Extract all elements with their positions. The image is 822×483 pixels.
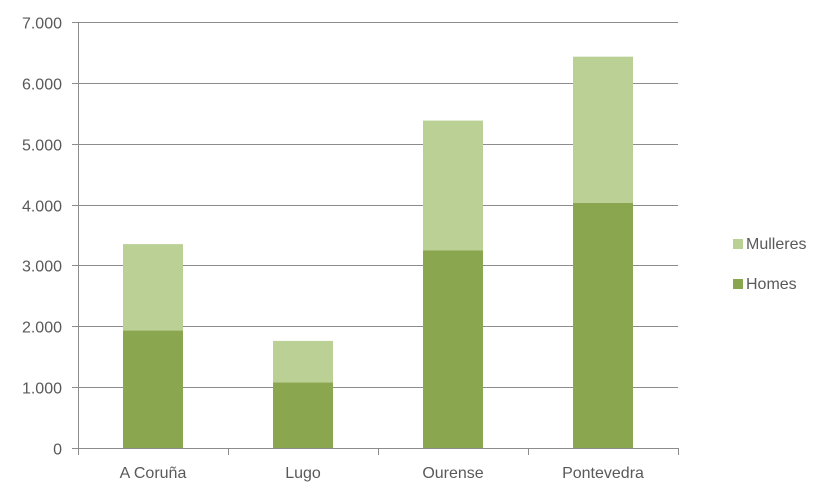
y-tick-label: 3.000 bbox=[22, 259, 62, 276]
legend-label-mulleres: Mulleres bbox=[746, 236, 806, 253]
y-tick-label: 1.000 bbox=[22, 381, 62, 398]
y-tick-label: 4.000 bbox=[22, 199, 62, 216]
bar-homes-4 bbox=[573, 202, 633, 448]
bars bbox=[123, 56, 633, 448]
x-tick-label: A Coruña bbox=[120, 465, 187, 482]
x-tick-label: Ourense bbox=[422, 465, 483, 482]
axes: 0 1.000 2.000 3.000 4.000 5.000 6.000 7.000 A Co… bbox=[22, 16, 679, 482]
legend-swatch-mulleres bbox=[733, 239, 743, 249]
x-tick-label: Pontevedra bbox=[562, 465, 644, 482]
bar-mulleres-2 bbox=[273, 340, 333, 383]
y-tick-label: 5.000 bbox=[22, 138, 62, 155]
legend-label-homes: Homes bbox=[746, 276, 797, 293]
legend: Mulleres Homes bbox=[733, 236, 806, 293]
y-tick-label: 7.000 bbox=[22, 16, 62, 33]
y-tick-label: 0 bbox=[53, 442, 62, 459]
y-tick-label: 2.000 bbox=[22, 320, 62, 337]
bar-homes-3 bbox=[423, 250, 483, 448]
y-tick-label: 6.000 bbox=[22, 77, 62, 94]
bar-mulleres-1 bbox=[123, 244, 183, 331]
bar-homes-1 bbox=[123, 330, 183, 448]
x-tick-label: Lugo bbox=[285, 465, 321, 482]
legend-swatch-homes bbox=[733, 279, 743, 289]
bar-homes-2 bbox=[273, 382, 333, 448]
bar-mulleres-4 bbox=[573, 56, 633, 203]
bar-mulleres-3 bbox=[423, 120, 483, 251]
